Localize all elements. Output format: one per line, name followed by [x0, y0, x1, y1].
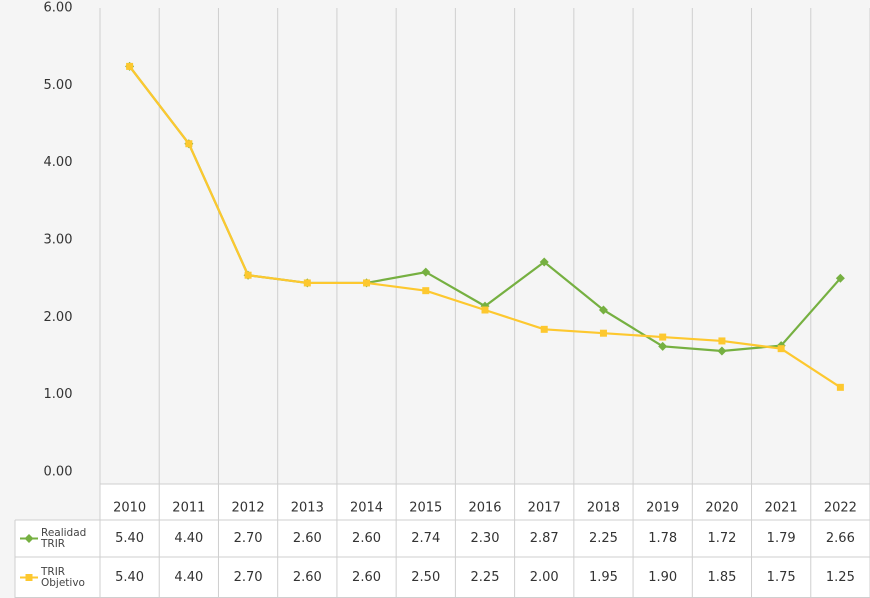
x-tick-label: 2014 — [350, 501, 383, 516]
y-tick-label: 1.00 — [44, 387, 73, 402]
point — [777, 345, 785, 353]
table-cell: 2.60 — [293, 531, 322, 546]
point — [25, 574, 33, 581]
legend-label: TRIR Objetivo — [41, 565, 85, 589]
table-cell: 2.60 — [352, 570, 381, 585]
point — [659, 333, 667, 341]
table-cell: 1.72 — [707, 531, 736, 546]
point — [598, 305, 608, 315]
x-tick-label: 2021 — [765, 501, 798, 516]
point — [717, 346, 727, 356]
table-cell: 2.70 — [234, 570, 263, 585]
table-cell: 5.40 — [115, 570, 144, 585]
x-tick-label: 2013 — [291, 501, 324, 516]
y-tick-label: 3.00 — [44, 233, 73, 248]
point — [421, 267, 431, 277]
table-cell: 2.25 — [471, 570, 500, 585]
table-cell: 2.50 — [411, 570, 440, 585]
y-tick-label: 6.00 — [44, 1, 73, 16]
legend-label: Realidad TRIR — [41, 526, 87, 550]
point — [24, 534, 34, 543]
x-tick-label: 2010 — [113, 501, 146, 516]
point — [599, 329, 607, 337]
table-cell: 2.00 — [530, 570, 559, 585]
point — [539, 257, 549, 267]
point — [185, 140, 193, 148]
x-tick-label: 2012 — [232, 501, 265, 516]
table-cell: 1.79 — [767, 531, 796, 546]
table-cell: 2.25 — [589, 531, 618, 546]
table-cell: 4.40 — [174, 570, 203, 585]
point — [422, 287, 430, 295]
table-cell: 1.75 — [767, 570, 796, 585]
point — [835, 273, 845, 283]
x-tick-label: 2016 — [468, 501, 501, 516]
table-cell: 2.60 — [293, 570, 322, 585]
table-cell: 5.40 — [115, 531, 144, 546]
table-cell: 2.74 — [411, 531, 440, 546]
table-cell: 1.85 — [707, 570, 736, 585]
table-cell: 1.95 — [589, 570, 618, 585]
x-tick-label: 2022 — [824, 501, 857, 516]
table-cell: 2.60 — [352, 531, 381, 546]
table-bg — [100, 484, 870, 520]
table-cell: 2.66 — [826, 531, 855, 546]
table-cell: 1.90 — [648, 570, 677, 585]
table-cell: 4.40 — [174, 531, 203, 546]
point — [836, 383, 844, 391]
point — [718, 337, 726, 345]
x-tick-label: 2020 — [705, 501, 738, 516]
x-tick-label: 2015 — [409, 501, 442, 516]
y-tick-label: 0.00 — [44, 465, 73, 480]
y-tick-label: 5.00 — [44, 78, 73, 93]
table-cell: 1.78 — [648, 531, 677, 546]
y-tick-label: 4.00 — [44, 155, 73, 170]
x-tick-label: 2017 — [528, 501, 561, 516]
table-bg — [15, 520, 870, 598]
table-cell: 2.87 — [530, 531, 559, 546]
x-tick-label: 2019 — [646, 501, 679, 516]
point — [481, 306, 489, 314]
table-cell: 2.30 — [471, 531, 500, 546]
table-cell: 2.70 — [234, 531, 263, 546]
x-tick-label: 2011 — [172, 501, 205, 516]
point — [363, 279, 371, 287]
x-tick-label: 2018 — [587, 501, 620, 516]
point — [540, 325, 548, 333]
point — [244, 271, 252, 279]
y-tick-label: 2.00 — [44, 310, 73, 325]
point — [303, 279, 311, 287]
table-cell: 1.25 — [826, 570, 855, 585]
point — [126, 62, 134, 70]
point — [658, 341, 668, 351]
